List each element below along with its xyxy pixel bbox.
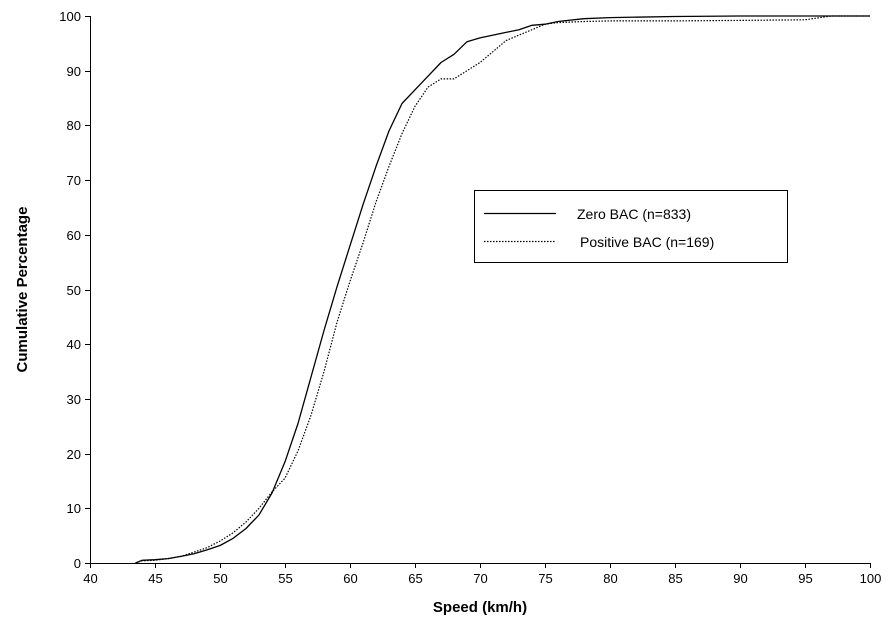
x-tick-label: 75 [538,571,552,586]
y-tick-label: 0 [74,556,81,571]
y-tick-label: 90 [67,64,81,79]
y-tick-label: 80 [67,118,81,133]
legend-entries: Zero BAC (n=833) Positive BAC (n=169) [484,206,714,250]
y-tick-label: 50 [67,283,81,298]
y-tick-label: 20 [67,447,81,462]
x-tick-label: 55 [278,571,292,586]
y-axis-ticks: 0 10 20 30 40 50 60 70 80 90 100 [59,9,90,571]
y-axis-title: Cumulative Percentage [14,207,31,373]
legend-box [474,190,788,263]
y-tick-label: 100 [59,9,81,24]
x-tick-label: 85 [668,571,682,586]
x-axis-ticks: 40 45 50 55 60 65 70 75 80 85 90 95 100 [83,563,881,586]
y-tick-label: 40 [67,337,81,352]
series-layer [135,15,870,564]
x-tick-label: 45 [148,571,162,586]
x-tick-label: 40 [83,571,97,586]
x-tick-label: 60 [343,571,357,586]
x-tick-label: 90 [733,571,747,586]
y-tick-label: 10 [67,501,81,516]
series-line-zero-bac [135,15,870,564]
x-axis-title: Speed (km/h) [433,599,527,616]
legend: Zero BAC (n=833) Positive BAC (n=169) [474,190,788,263]
x-tick-label: 70 [473,571,487,586]
series-line-positive-bac [135,15,870,564]
x-tick-label: 95 [798,571,812,586]
x-tick-label: 65 [408,571,422,586]
y-tick-label: 70 [67,173,81,188]
y-tick-label: 30 [67,392,81,407]
plot-area: 40 45 50 55 60 65 70 75 80 85 90 95 100 0 10 20 30 40 50 6… [59,9,881,586]
x-tick-label: 80 [603,571,617,586]
x-tick-label: 50 [213,571,227,586]
y-tick-label: 60 [67,228,81,243]
x-tick-label: 100 [860,571,882,586]
legend-label: Zero BAC (n=833) [577,206,691,222]
legend-label: Positive BAC (n=169) [580,234,714,250]
